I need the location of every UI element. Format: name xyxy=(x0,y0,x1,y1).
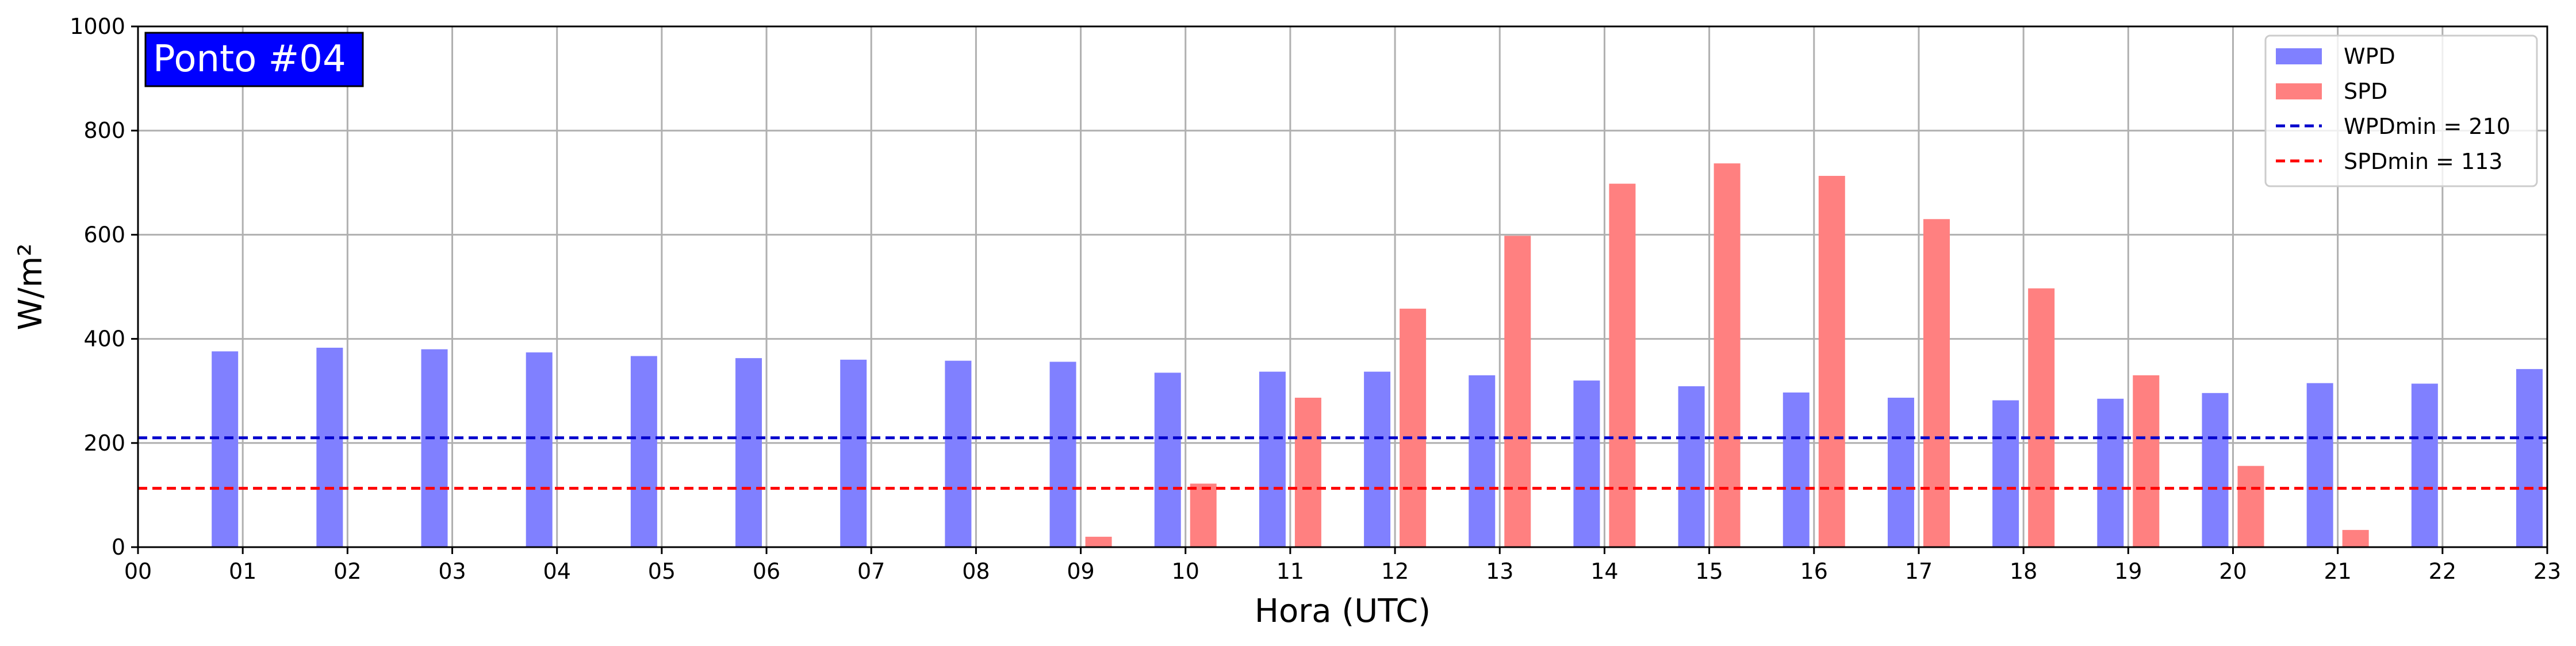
x-tick-label: 12 xyxy=(1381,559,1409,584)
bar-spd-10 xyxy=(1190,483,1217,547)
x-tick-label: 15 xyxy=(1695,559,1723,584)
x-tick-label: 14 xyxy=(1590,559,1618,584)
reference-lines xyxy=(138,436,2547,490)
bar-wpd-10 xyxy=(1154,372,1181,547)
x-tick-label: 01 xyxy=(229,559,256,584)
x-tick-label: 07 xyxy=(857,559,885,584)
y-tick-label: 600 xyxy=(83,222,125,247)
x-tick-label: 18 xyxy=(2010,559,2037,584)
bar-spd-21 xyxy=(2342,530,2369,547)
legend-label-wpdmin: WPDmin = 210 xyxy=(2344,114,2510,139)
bar-wpd-06 xyxy=(735,358,762,547)
legend-box xyxy=(2264,34,2538,187)
x-tick-label: 20 xyxy=(2219,559,2247,584)
x-tick-label: 03 xyxy=(438,559,466,584)
x-tick-label: 10 xyxy=(1172,559,1199,584)
legend-label-spd: SPD xyxy=(2344,79,2387,104)
bar-wpd-03 xyxy=(421,349,448,547)
bar-wpd-02 xyxy=(316,348,343,547)
x-tick-label: 06 xyxy=(753,559,780,584)
bar-wpd-09 xyxy=(1049,362,1076,547)
y-tick-label: 200 xyxy=(83,430,125,456)
station-badge-box xyxy=(144,32,364,87)
x-tick-label: 00 xyxy=(124,559,152,584)
y-tick-label: 0 xyxy=(112,535,125,560)
bar-wpd-15 xyxy=(1678,386,1705,547)
y-axis-title: W/m² xyxy=(12,243,49,330)
bar-wpd-19 xyxy=(2097,398,2124,547)
legend-swatch-spd xyxy=(2276,83,2322,99)
x-tick-label: 21 xyxy=(2324,559,2351,584)
bar-spd-13 xyxy=(1504,236,1531,547)
x-tick-label: 08 xyxy=(962,559,990,584)
bar-spd-16 xyxy=(1818,176,1845,548)
bar-spd-12 xyxy=(1400,309,1427,547)
bar-wpd-11 xyxy=(1259,371,1286,547)
x-tick-label: 04 xyxy=(543,559,571,584)
bar-wpd-20 xyxy=(2202,393,2229,547)
x-tick-label: 02 xyxy=(334,559,361,584)
bar-spd-19 xyxy=(2133,375,2160,547)
bar-wpd-13 xyxy=(1469,375,1496,547)
bar-wpd-05 xyxy=(630,356,657,547)
bar-wpd-04 xyxy=(526,352,553,547)
grid-lines xyxy=(138,26,2547,547)
bar-wpd-14 xyxy=(1573,380,1600,547)
x-tick-label: 23 xyxy=(2533,559,2561,584)
legend-swatch-wpd xyxy=(2276,48,2322,64)
bar-spd-17 xyxy=(1923,219,1950,548)
y-tick-label: 800 xyxy=(83,118,125,143)
x-tick-label: 17 xyxy=(1905,559,1933,584)
x-tick-label: 16 xyxy=(1800,559,1828,584)
bar-wpd-22 xyxy=(2411,383,2438,547)
bar-spd-15 xyxy=(1713,163,1741,547)
x-tick-label: 11 xyxy=(1276,559,1304,584)
axis-ticks: 00 01 02 03 04 05 06 07 08 09 10 11 12 13 14 15 16 17 18 19… xyxy=(70,14,2561,584)
y-tick-label: 1000 xyxy=(70,14,125,39)
legend: WPD SPD WPDmin = 210 SPDmin = 113 xyxy=(2264,34,2538,187)
bar-spd-11 xyxy=(1294,397,1321,547)
bar-spd-09 xyxy=(1085,536,1112,547)
plot-frame xyxy=(137,25,2548,548)
y-tick-label: 400 xyxy=(83,326,125,352)
station-badge: Ponto #04 xyxy=(144,32,364,87)
bar-wpd-23 xyxy=(2516,369,2543,547)
bar-wpd-08 xyxy=(945,360,972,547)
bar-wpd-21 xyxy=(2306,383,2333,547)
bar-spd-18 xyxy=(2028,288,2055,547)
x-tick-label: 19 xyxy=(2114,559,2142,584)
bar-wpd-01 xyxy=(212,351,239,547)
x-tick-label: 05 xyxy=(648,559,676,584)
x-tick-label: 09 xyxy=(1067,559,1094,584)
legend-label-wpd: WPD xyxy=(2344,44,2395,69)
bar-wpd-12 xyxy=(1364,371,1391,547)
bars xyxy=(212,163,2543,548)
bar-spd-20 xyxy=(2237,466,2264,547)
bar-wpd-16 xyxy=(1782,392,1810,547)
station-badge-label: Ponto #04 xyxy=(153,38,346,80)
x-axis-title: Hora (UTC) xyxy=(1255,593,1431,630)
bar-wpd-17 xyxy=(1887,397,1914,547)
bar-wpd-18 xyxy=(1992,400,2019,547)
bar-wpd-07 xyxy=(840,359,867,547)
x-tick-label: 22 xyxy=(2429,559,2456,584)
legend-label-spdmin: SPDmin = 113 xyxy=(2344,149,2502,174)
x-tick-label: 13 xyxy=(1486,559,1513,584)
bar-spd-14 xyxy=(1609,183,1636,547)
